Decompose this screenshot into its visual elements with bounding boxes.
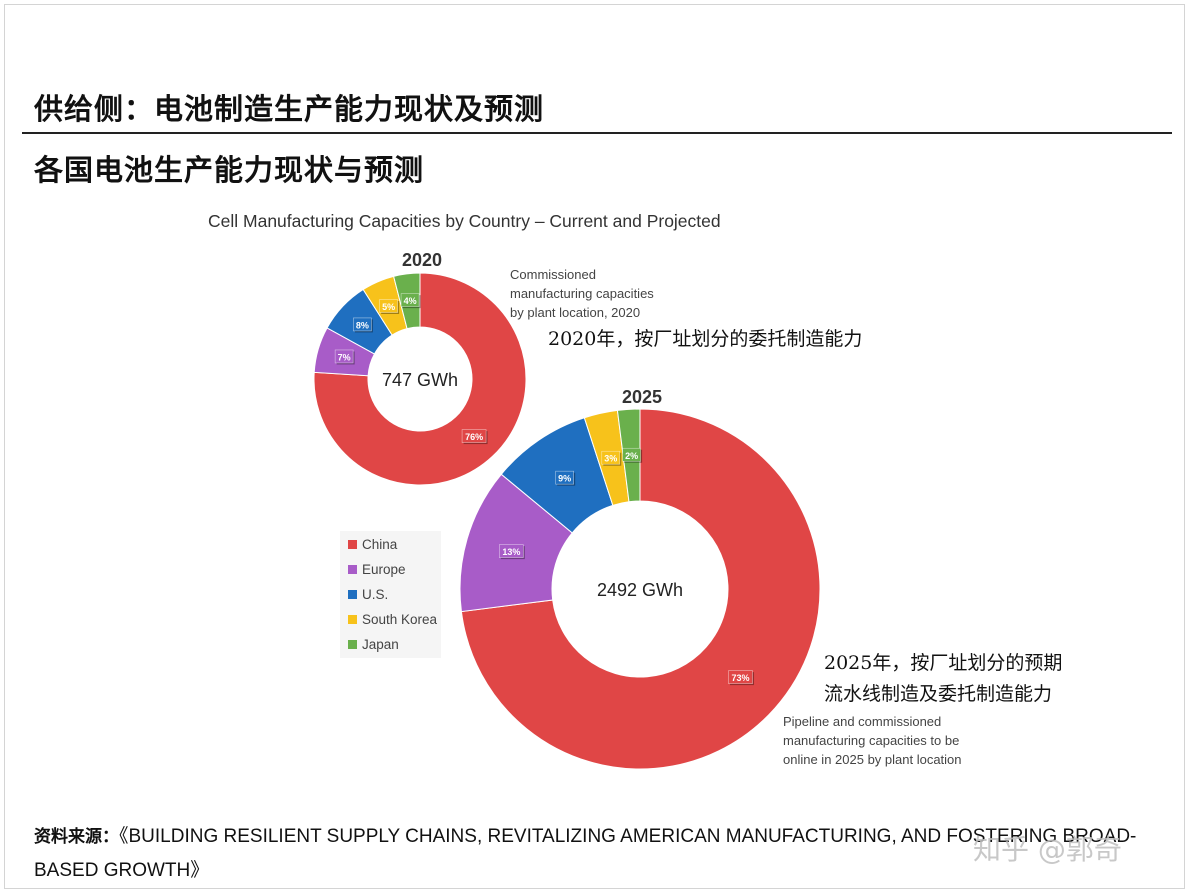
legend-item-china: China: [348, 533, 397, 555]
legend-item-us: U.S.: [348, 583, 388, 605]
slice-label-2020-europe: 7%: [334, 349, 355, 365]
svg-text:2%: 2%: [625, 451, 638, 461]
svg-text:76%: 76%: [465, 432, 483, 442]
slice-label-2020-southkorea: 5%: [379, 299, 400, 314]
legend-swatch: [348, 539, 357, 549]
legend-item-europe: Europe: [348, 558, 406, 580]
legend-item-south-korea: South Korea: [348, 608, 437, 630]
slice-label-2025-southkorea: 3%: [601, 450, 622, 466]
source-citation: 资料来源：《BUILDING RESILIENT SUPPLY CHAINS, …: [34, 820, 1144, 887]
svg-text:5%: 5%: [382, 302, 395, 312]
source-text: 《BUILDING RESILIENT SUPPLY CHAINS, REVIT…: [34, 826, 1137, 881]
legend-label: South Korea: [362, 611, 438, 627]
chart-title: Cell Manufacturing Capacities by Country…: [208, 211, 721, 231]
legend-label: U.S.: [362, 586, 389, 602]
legend-swatch: [348, 589, 357, 599]
legend-swatch: [348, 639, 357, 649]
svg-text:8%: 8%: [356, 320, 369, 330]
slice-label-2020-us: 8%: [353, 317, 373, 333]
center-label-2025: 2492 GWh: [597, 580, 683, 600]
source-label: 资料来源：: [34, 827, 119, 847]
legend-label: Europe: [362, 561, 406, 577]
legend-swatch: [348, 564, 357, 574]
legend-label: Japan: [362, 636, 399, 652]
svg-text:13%: 13%: [502, 547, 520, 557]
svg-text:4%: 4%: [404, 296, 417, 306]
year-label-2020: 2020: [402, 250, 442, 270]
legend-item-japan: Japan: [348, 633, 399, 655]
note-2020-en: Commissioned manufacturing capacities by…: [510, 267, 654, 320]
chart-legend: China Europe U.S. South Korea Japan: [340, 531, 441, 658]
section-title: 各国电池生产能力现状与预测: [34, 153, 425, 187]
page-title: 供给侧：电池制造生产能力现状及预测: [34, 92, 545, 126]
svg-text:3%: 3%: [604, 454, 617, 464]
slice-label-2025-japan: 2%: [622, 447, 643, 463]
slice-label-2025-europe: 13%: [499, 544, 525, 560]
svg-text:73%: 73%: [732, 673, 750, 683]
legend-label: China: [362, 536, 398, 552]
slice-label-2025-china: 73%: [728, 670, 755, 686]
svg-text:7%: 7%: [338, 352, 351, 362]
note-2020-cn: 2020年，按厂址划分的委托制造能力: [548, 328, 863, 350]
note-2025-en: Pipeline and commissioned manufacturing …: [783, 714, 962, 767]
year-label-2025: 2025: [622, 387, 662, 407]
center-label-2020: 747 GWh: [382, 370, 458, 390]
legend-swatch: [348, 614, 357, 624]
watermark: 知乎 @郭奇: [973, 833, 1122, 866]
svg-text:9%: 9%: [558, 474, 571, 484]
slice-label-2025-us: 9%: [555, 470, 576, 486]
header-divider: [22, 132, 1172, 134]
slice-label-2020-china: 76%: [461, 429, 488, 445]
note-2025-cn: 2025年，按厂址划分的预期 流水线制造及委托制造能力: [824, 652, 1063, 705]
slice-label-2020-japan: 4%: [400, 293, 421, 309]
